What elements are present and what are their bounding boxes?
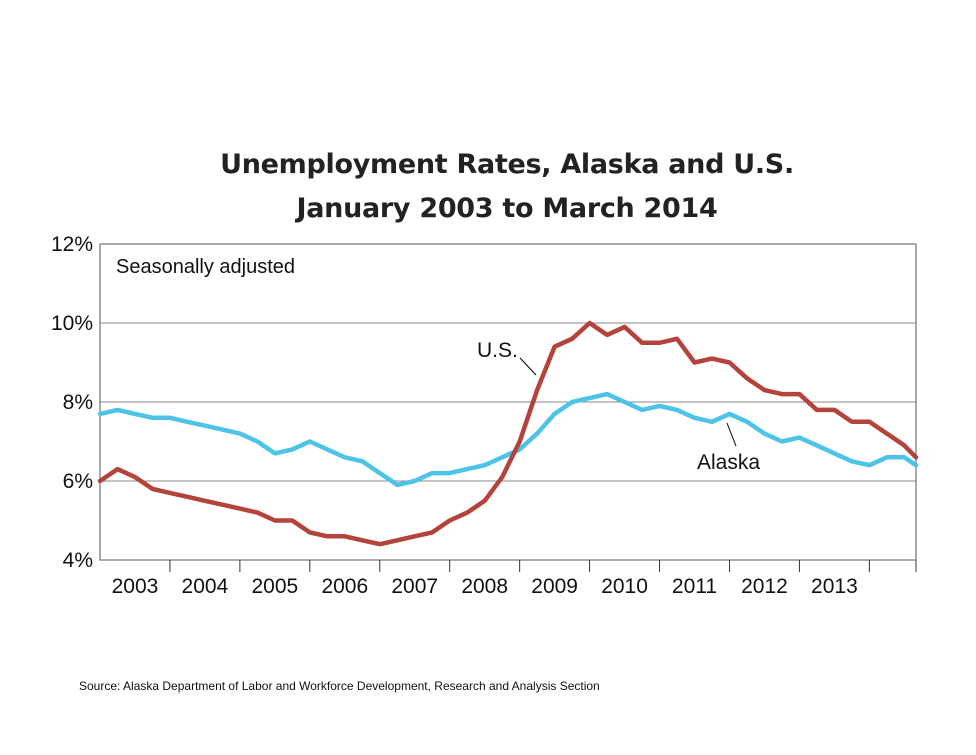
x-tick-label: 2003 [112,575,159,598]
y-tick-label: 12% [51,233,93,256]
chart-title-block: Unemployment Rates, Alaska and U.S. Janu… [0,143,976,231]
series-lines [97,320,919,547]
x-tick-label: 2011 [672,575,717,598]
x-tick-label: 2013 [811,575,858,598]
y-tick-label: 8% [63,391,93,414]
alaska-series-line [97,391,919,488]
x-tick-label: 2008 [461,575,508,598]
x-tick-label: 2009 [531,575,578,598]
alaska-label-leader [726,422,737,447]
plot-frame [99,243,917,561]
us-label-leader [519,357,537,376]
seasonally-adjusted-note: Seasonally adjusted [116,256,295,278]
y-tick-label: 4% [63,549,93,572]
annotations: Seasonally adjusted U.S. Alaska [116,256,760,474]
x-tick-label: 2010 [601,575,648,598]
x-tick-label: 2005 [251,575,298,598]
x-tick-label: 2006 [321,575,368,598]
x-tick-label: 2004 [182,575,229,598]
axes: 4% 6% 8% 10% 12% 2003 2004 2005 2006 2007 2008 2009… [51,233,917,598]
us-series-label: U.S. [477,339,518,362]
x-tick-label: 2012 [741,575,788,598]
y-tick-label: 6% [63,470,93,493]
source-note: Source: Alaska Department of Labor and W… [79,679,600,693]
chart-title: Unemployment Rates, Alaska and U.S. [220,149,794,180]
gridlines [100,243,916,482]
us-series-line [97,320,919,547]
chart-subtitle: January 2003 to March 2014 [296,193,718,224]
y-tick-label: 10% [51,312,93,335]
alaska-series-label: Alaska [697,451,760,474]
x-tick-label: 2007 [391,575,438,598]
